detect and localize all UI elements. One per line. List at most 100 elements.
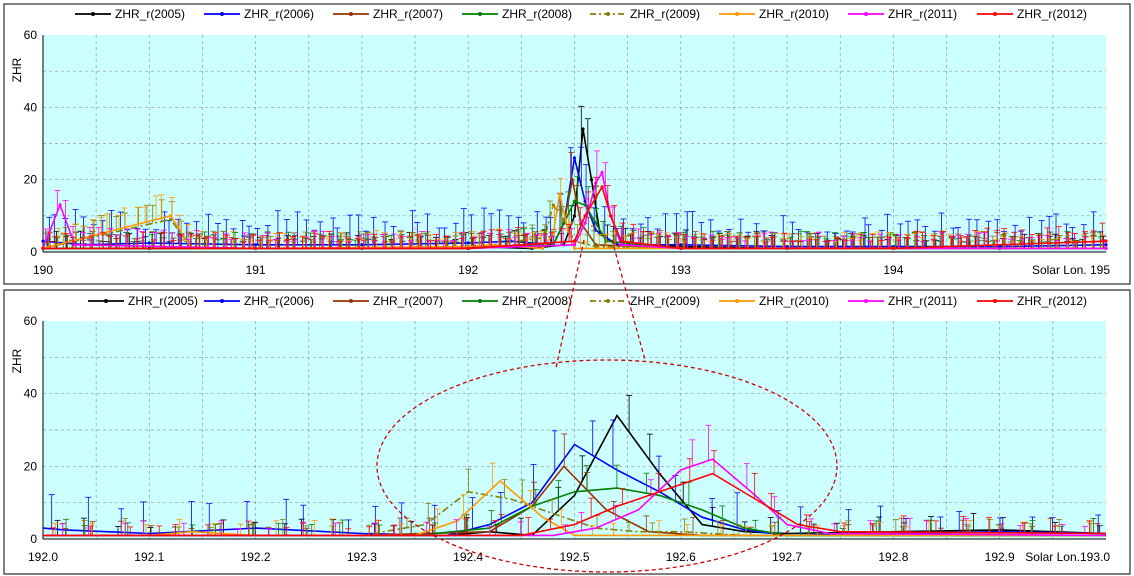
y-tick-label: 20: [24, 459, 38, 473]
legend-marker: [349, 12, 353, 16]
legend-label: ZHR_r(2009): [630, 294, 700, 308]
series-error-bars: [49, 450, 1093, 536]
legend-marker: [349, 299, 353, 303]
legend-label: ZHR_r(2012): [1017, 294, 1087, 308]
y-axis-label: ZHR: [10, 348, 24, 373]
legend-label: ZHR_r(2011): [888, 294, 957, 308]
legend-marker: [91, 12, 95, 16]
data-point: [998, 244, 1002, 249]
legend-marker: [478, 299, 482, 303]
x-tick-label: 192.0: [28, 550, 58, 564]
zoom-callout: [376, 239, 838, 573]
data-point: [609, 214, 613, 218]
legend-marker: [864, 12, 868, 16]
data-point: [583, 214, 587, 218]
legend-marker: [864, 299, 868, 303]
x-tick-label: 192.6: [666, 550, 696, 564]
legend-label: ZHR_r(2006): [244, 7, 314, 21]
x-tick-label: Solar Lon.193.0: [1025, 550, 1110, 564]
legend-marker: [606, 12, 610, 16]
legend-entry: ZHR_r(2005): [75, 7, 185, 21]
legend-label: ZHR_r(2010): [759, 7, 829, 21]
legend-entry: ZHR_r(2012): [977, 294, 1087, 308]
series-error-bars: [59, 424, 1088, 536]
legend-label: ZHR_r(2009): [630, 7, 700, 21]
legend-entry: ZHR_r(2005): [88, 294, 198, 308]
x-tick-label: 194: [883, 263, 903, 277]
data-point: [589, 178, 594, 182]
series-line-ZHR_r(2006): [42, 443, 1107, 537]
data-point: [891, 246, 896, 250]
legend-marker: [220, 299, 224, 303]
bottom-chart-panel: 0 20 40 60 ZHR 192.0 192.1 192.2 192.3 192.4 192.5…: [3, 289, 1131, 575]
legend-label: ZHR_r(2005): [115, 7, 185, 21]
data-point: [41, 246, 45, 250]
legend-label: ZHR_r(2010): [759, 294, 829, 308]
legend-entry: ZHR_r(2011): [848, 7, 957, 21]
legend-marker: [220, 12, 224, 16]
series-line-ZHR_r(2006): [42, 157, 1107, 248]
data-point: [600, 170, 604, 175]
x-tick-label: 193: [671, 263, 691, 277]
y-tick-label: 40: [24, 387, 38, 401]
x-tick-label: 192: [458, 263, 478, 277]
data-point: [1104, 239, 1108, 243]
legend-label: ZHR_r(2012): [1017, 7, 1087, 21]
data-point: [572, 239, 577, 243]
data-point: [466, 241, 470, 245]
legend-marker: [478, 12, 482, 16]
legend-entry: ZHR_r(2006): [204, 294, 314, 308]
data-point: [619, 243, 623, 247]
data-point: [600, 185, 604, 189]
x-tick-label: Solar Lon. 195: [1032, 263, 1110, 277]
y-tick-label: 40: [24, 100, 38, 114]
legend-label: ZHR_r(2007): [373, 7, 443, 21]
legend-marker: [993, 12, 997, 16]
data-point: [594, 244, 598, 249]
legend-marker: [104, 299, 108, 303]
x-tick-label: 192.3: [347, 550, 377, 564]
legend-marker: [735, 12, 739, 16]
series-line-ZHR_r(2012): [43, 472, 1107, 537]
x-tick-label: 192.1: [134, 550, 164, 564]
data-point: [73, 243, 77, 247]
data-point: [572, 246, 577, 250]
data-point: [41, 239, 45, 243]
x-tick-label: 192.2: [241, 550, 271, 564]
legend-marker: [606, 299, 610, 303]
series-line-ZHR_r(2008): [43, 487, 1106, 537]
y-tick-label: 0: [30, 532, 37, 546]
legend-entry: ZHR_r(2010): [719, 7, 829, 21]
legend-entry: ZHR_r(2008): [462, 294, 572, 308]
data-point: [581, 127, 585, 131]
data-point: [785, 244, 789, 249]
y-tick-label: 0: [30, 245, 37, 259]
data-point: [1104, 243, 1108, 247]
data-point: [619, 239, 623, 243]
data-point: [147, 241, 151, 245]
legend-label: ZHR_r(2008): [502, 294, 572, 308]
data-point: [572, 214, 577, 218]
legend-marker: [735, 299, 739, 303]
y-tick-label: 60: [24, 28, 38, 42]
legend-label: ZHR_r(2005): [128, 294, 198, 308]
data-point: [254, 246, 258, 250]
legend-label: ZHR_r(2007): [373, 294, 443, 308]
data-point: [594, 196, 598, 200]
data-point: [1104, 246, 1108, 250]
series-line-ZHR_r(2007): [43, 465, 1106, 537]
zoom-ellipse: [376, 359, 838, 573]
data-point: [570, 178, 574, 182]
data-point: [679, 246, 683, 250]
legend-label: ZHR_r(2011): [888, 7, 957, 21]
legend-entry: ZHR_r(2009): [590, 7, 700, 21]
data-point: [541, 246, 545, 250]
y-axis-label: ZHR: [10, 57, 24, 82]
data-point: [58, 203, 62, 207]
legend-entry: ZHR_r(2010): [719, 294, 829, 308]
data-point: [572, 156, 577, 160]
series-line-ZHR_r(2009): [43, 490, 1106, 537]
data-point: [572, 199, 577, 203]
data-point: [583, 221, 587, 225]
